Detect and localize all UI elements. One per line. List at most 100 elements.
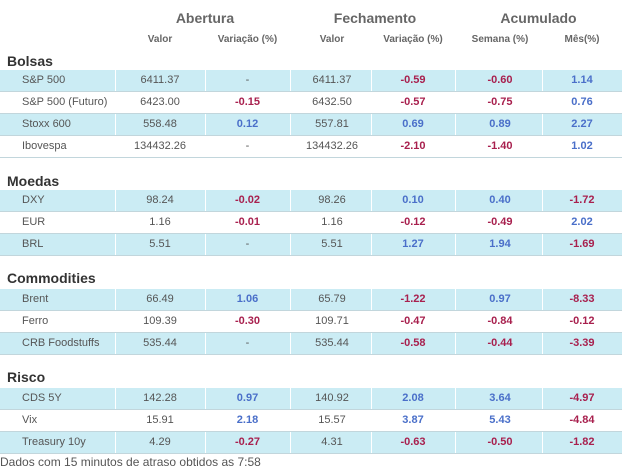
cell-week: 3.64 <box>489 392 511 404</box>
cell-close-var: 3.87 <box>402 414 424 426</box>
cell-month: -0.12 <box>569 315 595 327</box>
column-divider <box>371 212 372 233</box>
table-row[interactable]: CDS 5Y 142.28 0.97 140.92 2.08 3.64 -4.97 <box>0 388 622 410</box>
column-divider <box>290 289 291 310</box>
column-divider <box>371 136 372 157</box>
column-divider <box>290 114 291 135</box>
table-row[interactable]: Ferro 109.39 -0.30 109.71 -0.47 -0.84 -0.12 <box>0 311 622 333</box>
footer-note: Dados com 15 minutos de atraso obtidos a… <box>0 455 261 469</box>
cell-open: 535.44 <box>143 337 177 349</box>
column-header-week: Semana (%) <box>471 34 529 45</box>
column-divider <box>115 388 116 409</box>
cell-month: 2.27 <box>571 118 593 130</box>
column-divider <box>205 311 206 332</box>
column-header-close: Valor <box>319 34 345 45</box>
asset-name: Ibovespa <box>22 140 67 152</box>
column-divider <box>371 70 372 91</box>
column-divider <box>115 311 116 332</box>
cell-close-var: -0.57 <box>400 96 426 108</box>
column-divider <box>115 190 116 211</box>
column-divider <box>542 70 543 91</box>
cell-open-var: - <box>245 238 250 250</box>
column-divider <box>205 212 206 233</box>
cell-week: -0.49 <box>487 216 513 228</box>
cell-close: 1.16 <box>321 216 343 228</box>
column-divider <box>205 432 206 453</box>
asset-name: Vix <box>22 414 38 426</box>
column-divider <box>205 92 206 113</box>
asset-name: Brent <box>22 293 49 305</box>
cell-open: 1.16 <box>149 216 171 228</box>
column-divider <box>371 289 372 310</box>
column-header-close-var: Variação (%) <box>383 34 443 45</box>
column-divider <box>115 289 116 310</box>
table-row[interactable]: EUR 1.16 -0.01 1.16 -0.12 -0.49 2.02 <box>0 212 622 234</box>
column-divider <box>455 92 456 113</box>
cell-week: -0.75 <box>487 96 513 108</box>
cell-close-var: -1.22 <box>400 293 426 305</box>
cell-open: 5.51 <box>149 238 171 250</box>
column-header-open: Valor <box>147 34 173 45</box>
cell-month: 0.76 <box>571 96 593 108</box>
column-divider <box>542 388 543 409</box>
table-row[interactable]: S&P 500 (Futuro) 6423.00 -0.15 6432.50 -0.57… <box>0 92 622 114</box>
section-title-bolsas: Bolsas <box>7 53 53 69</box>
table-row[interactable]: S&P 500 6411.37 - 6411.37 -0.59 -0.60 1.14 <box>0 70 622 92</box>
column-divider <box>542 212 543 233</box>
cell-open: 142.28 <box>143 392 177 404</box>
cell-close-var: -0.58 <box>400 337 426 349</box>
cell-close: 65.79 <box>318 293 346 305</box>
column-divider <box>455 190 456 211</box>
cell-open: 558.48 <box>143 118 177 130</box>
asset-name: Stoxx 600 <box>22 118 71 130</box>
column-divider <box>542 114 543 135</box>
column-divider <box>455 136 456 157</box>
table-row[interactable]: BRL 5.51 - 5.51 1.27 1.94 -1.69 <box>0 234 622 256</box>
column-divider <box>542 190 543 211</box>
cell-close-var: -0.59 <box>400 74 426 86</box>
column-divider <box>371 311 372 332</box>
column-divider <box>290 92 291 113</box>
column-divider <box>371 388 372 409</box>
asset-name: CRB Foodstuffs <box>22 337 100 349</box>
cell-close-var: 0.69 <box>402 118 424 130</box>
table-row[interactable]: Ibovespa 134432.26 - 134432.26 -2.10 -1.40 1.0… <box>0 136 622 158</box>
column-divider <box>290 432 291 453</box>
cell-open-var: -0.15 <box>234 96 261 108</box>
cell-close-var: 0.10 <box>402 194 424 206</box>
column-divider <box>371 114 372 135</box>
cell-close: 140.92 <box>315 392 349 404</box>
cell-close: 4.31 <box>321 436 343 448</box>
cell-open: 66.49 <box>146 293 174 305</box>
column-divider <box>115 432 116 453</box>
header-group-2: Fechamento <box>333 10 417 26</box>
table-row[interactable]: Treasury 10y 4.29 -0.27 4.31 -0.63 -0.50 -1.82 <box>0 432 622 454</box>
column-divider <box>455 289 456 310</box>
column-header-month: Mês(%) <box>564 34 600 45</box>
column-header-open-var: Variação (%) <box>217 34 278 45</box>
cell-close: 5.51 <box>321 238 343 250</box>
column-divider <box>455 70 456 91</box>
table-row[interactable]: CRB Foodstuffs 535.44 - 535.44 -0.58 -0.44 -3.… <box>0 333 622 355</box>
column-divider <box>290 388 291 409</box>
column-divider <box>290 136 291 157</box>
cell-close: 535.44 <box>315 337 349 349</box>
column-divider <box>371 234 372 255</box>
cell-week: -0.84 <box>487 315 513 327</box>
column-divider <box>205 234 206 255</box>
column-divider <box>371 190 372 211</box>
table-row[interactable]: Stoxx 600 558.48 0.12 557.81 0.69 0.89 2.27 <box>0 114 622 136</box>
table-row[interactable]: Vix 15.91 2.18 15.57 3.87 5.43 -4.84 <box>0 410 622 432</box>
column-divider <box>115 333 116 354</box>
column-divider <box>205 410 206 431</box>
table-row[interactable]: Brent 66.49 1.06 65.79 -1.22 0.97 -8.33 <box>0 289 622 311</box>
asset-name: CDS 5Y <box>22 392 62 404</box>
asset-name: EUR <box>22 216 46 228</box>
cell-month: 1.02 <box>571 140 593 152</box>
table-row[interactable]: DXY 98.24 -0.02 98.26 0.10 0.40 -1.72 <box>0 190 622 212</box>
column-divider <box>205 388 206 409</box>
cell-month: -1.82 <box>569 436 595 448</box>
asset-name: S&P 500 (Futuro) <box>22 96 108 108</box>
cell-month: -3.39 <box>569 337 595 349</box>
cell-open-var: 0.12 <box>236 118 259 130</box>
